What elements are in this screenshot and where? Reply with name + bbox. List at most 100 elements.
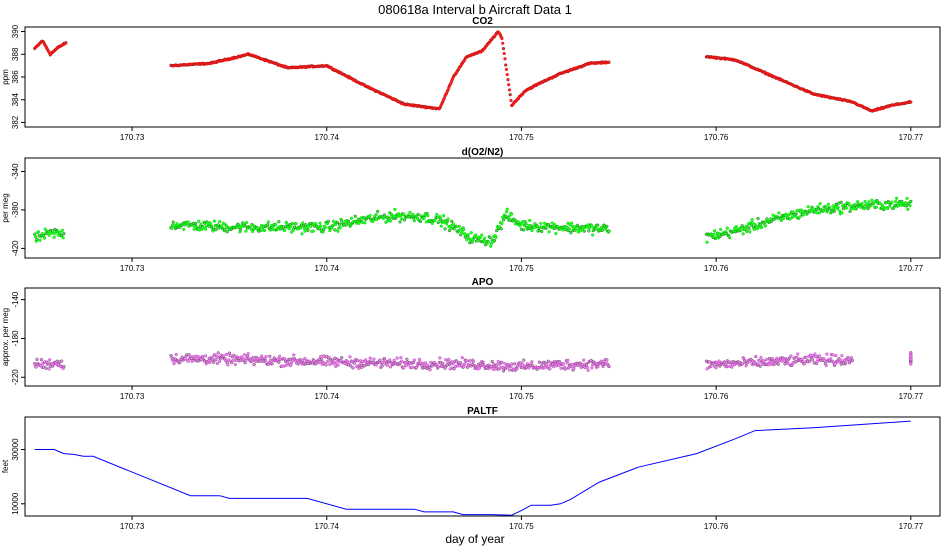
panel-title: d(O2/N2) — [462, 147, 504, 158]
data-point — [442, 214, 446, 218]
data-point — [829, 357, 833, 361]
data-point — [727, 236, 732, 240]
data-point — [836, 205, 840, 209]
data-point — [503, 57, 507, 61]
data-point — [392, 358, 396, 362]
data-point — [233, 362, 237, 367]
data-point — [319, 224, 323, 228]
data-point — [556, 224, 560, 229]
data-point — [439, 217, 443, 221]
data-point — [410, 365, 414, 369]
data-point — [759, 355, 763, 360]
data-point — [600, 228, 604, 232]
data-point — [428, 368, 432, 372]
data-point — [510, 212, 514, 216]
data-point — [905, 196, 909, 200]
data-point — [194, 221, 198, 226]
data-point — [740, 224, 744, 228]
data-point — [817, 354, 821, 358]
data-point — [293, 225, 297, 229]
data-point — [242, 353, 246, 357]
data-point — [385, 363, 389, 367]
data-point — [349, 364, 353, 368]
data-point — [904, 204, 908, 208]
data-point — [328, 362, 332, 367]
data-point — [505, 207, 509, 211]
data-point — [781, 216, 786, 220]
data-point — [824, 363, 828, 367]
data-point — [513, 362, 517, 366]
data-point — [507, 83, 511, 87]
data-point — [220, 224, 224, 228]
data-point — [180, 355, 184, 359]
data-point — [324, 363, 328, 367]
scatter-points — [33, 30, 913, 113]
data-point — [747, 226, 751, 230]
data-point — [501, 41, 505, 45]
data-point — [540, 364, 544, 368]
data-point — [749, 223, 753, 227]
data-point — [862, 207, 866, 211]
data-point — [224, 352, 228, 356]
data-point — [478, 236, 482, 240]
data-point — [828, 206, 832, 210]
data-point — [270, 362, 274, 366]
data-point — [590, 224, 594, 228]
data-point — [714, 366, 718, 370]
data-point — [378, 358, 382, 362]
data-point — [547, 230, 551, 234]
data-point — [283, 228, 287, 233]
data-point — [866, 207, 870, 211]
data-point — [435, 212, 439, 217]
data-point — [36, 230, 41, 234]
data-point — [449, 224, 453, 228]
data-point — [398, 220, 402, 224]
data-point — [388, 219, 392, 223]
data-point — [236, 223, 240, 227]
data-point — [285, 222, 289, 226]
data-point — [572, 366, 576, 370]
data-point — [796, 352, 800, 356]
data-point — [481, 360, 485, 365]
data-point — [277, 220, 281, 224]
data-point — [452, 367, 456, 371]
data-point — [762, 359, 766, 363]
data-point — [757, 359, 762, 363]
data-point — [567, 227, 571, 231]
data-point — [811, 358, 815, 362]
data-point — [504, 67, 509, 72]
data-point — [190, 359, 194, 363]
data-point — [355, 359, 360, 363]
data-point — [552, 223, 556, 227]
panel-title: PALTF — [467, 406, 498, 417]
data-point — [725, 226, 729, 230]
data-point — [395, 356, 399, 360]
data-point — [752, 227, 756, 231]
data-point — [515, 367, 519, 371]
data-point — [223, 227, 227, 231]
data-point — [849, 356, 854, 360]
panel-title: CO2 — [472, 16, 493, 27]
panels: CO2 ppm 170.73 170.74 170.75 170.76 170.77 382 3… — [1, 16, 941, 531]
data-point — [712, 232, 716, 236]
data-point — [530, 360, 534, 364]
data-point — [368, 356, 372, 360]
data-point — [231, 359, 235, 363]
data-point — [494, 235, 498, 239]
panel-title: APO — [472, 277, 494, 288]
data-point — [42, 236, 47, 240]
data-point — [374, 213, 378, 217]
data-point — [263, 229, 267, 233]
data-point — [833, 362, 837, 366]
data-point — [278, 354, 282, 358]
data-point — [474, 233, 478, 237]
data-point — [221, 221, 225, 225]
data-point — [290, 222, 294, 226]
scatter-points — [33, 196, 913, 248]
data-point — [540, 229, 544, 234]
x-tick-label: 170.76 — [704, 392, 729, 401]
data-point — [586, 368, 590, 372]
data-point — [590, 366, 594, 370]
data-point — [788, 217, 792, 221]
